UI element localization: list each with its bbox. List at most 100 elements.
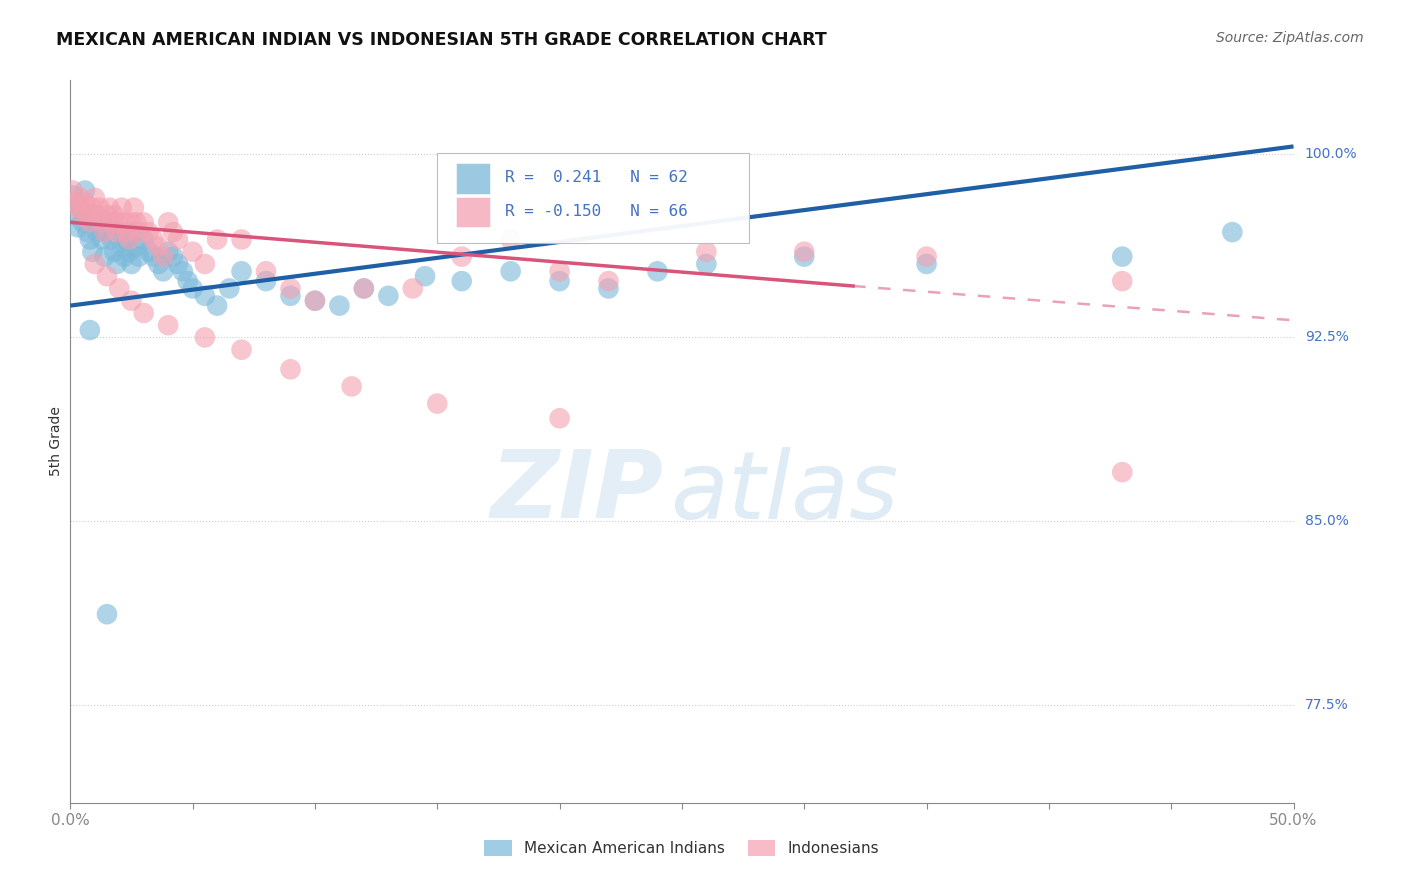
Point <box>89 201 111 215</box>
Point <box>194 330 217 344</box>
Text: 100.0%: 100.0% <box>1305 147 1357 161</box>
Point <box>111 201 134 215</box>
Point <box>177 274 200 288</box>
Point <box>96 269 118 284</box>
Point <box>93 225 115 239</box>
Point <box>66 220 89 235</box>
Point <box>152 250 174 264</box>
Point <box>105 257 128 271</box>
Point <box>548 264 571 278</box>
Point <box>499 264 522 278</box>
Text: R = -0.150   N = 66: R = -0.150 N = 66 <box>505 203 688 219</box>
Point <box>118 244 141 259</box>
Point <box>157 318 180 333</box>
Point <box>89 215 111 229</box>
Point <box>112 215 135 229</box>
Point <box>304 293 326 308</box>
Point <box>915 250 938 264</box>
Text: 92.5%: 92.5% <box>1305 330 1348 344</box>
Legend: Mexican American Indians, Indonesians: Mexican American Indians, Indonesians <box>477 832 887 863</box>
Bar <box>456 196 489 227</box>
Point <box>103 208 125 222</box>
Point <box>157 215 180 229</box>
Point <box>218 281 240 295</box>
Point <box>353 281 375 295</box>
Point <box>598 274 620 288</box>
Point <box>1111 274 1133 288</box>
Point <box>83 257 105 271</box>
Point <box>93 250 115 264</box>
Point <box>86 225 108 239</box>
Point <box>63 195 86 210</box>
Point <box>118 232 141 246</box>
Point <box>91 232 114 246</box>
Point <box>142 250 165 264</box>
Point <box>231 232 253 246</box>
Point <box>108 281 131 295</box>
Point <box>108 225 131 239</box>
Point <box>205 299 228 313</box>
Text: 77.5%: 77.5% <box>1305 698 1348 712</box>
Point <box>1111 465 1133 479</box>
Point <box>132 215 155 229</box>
Point <box>280 281 302 295</box>
Point <box>328 299 350 313</box>
Point <box>111 240 134 254</box>
Point <box>353 281 375 295</box>
Point <box>73 184 96 198</box>
Point <box>125 215 148 229</box>
Point <box>426 396 449 410</box>
Point <box>125 240 148 254</box>
Point <box>83 208 105 222</box>
Point <box>548 274 571 288</box>
Point <box>72 208 94 222</box>
Point <box>63 208 86 222</box>
FancyBboxPatch shape <box>437 153 749 243</box>
Point <box>793 250 815 264</box>
Point <box>194 257 217 271</box>
Point <box>96 208 118 222</box>
Point <box>162 225 184 239</box>
Point <box>69 191 91 205</box>
Point <box>1220 225 1243 239</box>
Point <box>132 232 155 246</box>
Point <box>72 215 94 229</box>
Point <box>122 201 145 215</box>
Point <box>86 208 108 222</box>
Point <box>695 244 717 259</box>
Point <box>76 225 98 239</box>
Point <box>121 257 143 271</box>
Bar <box>456 163 489 194</box>
Point <box>121 215 143 229</box>
Point <box>402 281 425 295</box>
Point <box>138 225 160 239</box>
Point <box>96 225 118 239</box>
Point <box>98 201 121 215</box>
Point <box>82 201 104 215</box>
Point <box>142 232 165 246</box>
Point <box>103 244 125 259</box>
Point <box>128 225 150 239</box>
Point <box>167 232 190 246</box>
Point <box>413 269 436 284</box>
Point <box>157 244 180 259</box>
Point <box>450 274 472 288</box>
Point <box>132 306 155 320</box>
Point <box>138 244 160 259</box>
Point <box>105 225 128 239</box>
Point <box>108 215 131 229</box>
Point <box>231 343 253 357</box>
Point <box>101 232 124 246</box>
Y-axis label: 5th Grade: 5th Grade <box>49 407 63 476</box>
Text: Source: ZipAtlas.com: Source: ZipAtlas.com <box>1216 31 1364 45</box>
Point <box>205 232 228 246</box>
Text: 85.0%: 85.0% <box>1305 514 1348 528</box>
Point <box>162 250 184 264</box>
Point <box>499 232 522 246</box>
Point <box>695 257 717 271</box>
Point <box>62 188 84 202</box>
Point <box>793 244 815 259</box>
Point <box>112 250 135 264</box>
Point <box>915 257 938 271</box>
Point <box>73 195 96 210</box>
